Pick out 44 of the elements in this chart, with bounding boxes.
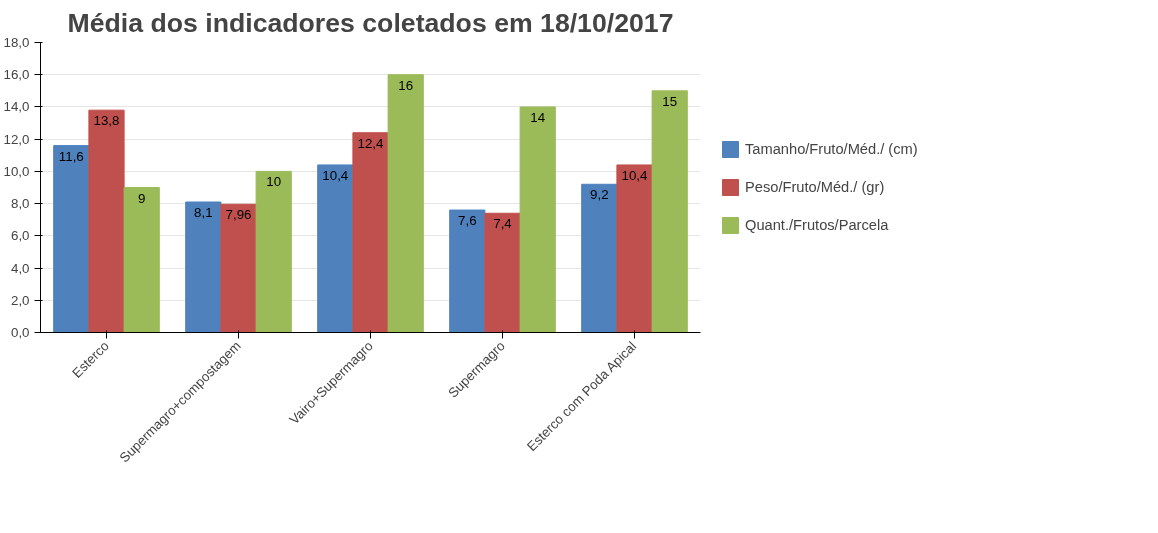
data-label: 7,6: [458, 213, 477, 229]
bar: [185, 201, 222, 333]
data-label: 13,8: [93, 113, 120, 129]
data-label: 15: [662, 93, 678, 109]
y-tick-label: 10,0: [3, 163, 30, 179]
bar: [651, 90, 688, 333]
legend-label: Peso/Fruto/Méd./ (gr): [745, 179, 885, 195]
legend-label: Tamanho/Fruto/Méd./ (cm): [745, 141, 918, 157]
chart-title: Média dos indicadores coletados em 18/10/2017: [67, 7, 674, 38]
legend-label: Quant./Frutos/Parcela: [745, 217, 889, 233]
bar: [387, 74, 424, 333]
data-label: 7,96: [225, 207, 252, 223]
bar: [255, 170, 292, 333]
data-label: 10,4: [322, 167, 349, 183]
data-label: 12,4: [357, 135, 385, 151]
data-label: 10,4: [621, 167, 649, 183]
data-label: 9: [137, 190, 146, 206]
bar: [53, 145, 90, 333]
y-tick-label: 2,0: [10, 292, 30, 308]
bar: [581, 183, 618, 333]
y-tick-label: 16,0: [3, 67, 30, 83]
data-label: 16: [398, 77, 414, 93]
y-tick-label: 4,0: [10, 260, 30, 276]
bar: [449, 209, 486, 333]
data-label: 10: [266, 174, 282, 190]
data-label: 9,2: [590, 187, 609, 203]
y-tick-label: 18,0: [3, 35, 30, 50]
y-tick-label: 14,0: [3, 99, 30, 115]
bar: [88, 109, 125, 333]
data-label: 7,4: [493, 216, 513, 232]
y-tick-label: 8,0: [10, 196, 30, 212]
y-tick-label: 0,0: [10, 325, 30, 340]
bar: [352, 132, 389, 333]
bar: [484, 212, 521, 333]
bar: [616, 164, 653, 333]
bar: [220, 203, 257, 333]
bar: [519, 106, 556, 333]
data-label: 8,1: [194, 205, 213, 220]
data-label: 11,6: [58, 148, 84, 164]
y-tick-label: 6,0: [10, 228, 30, 244]
bar: [123, 187, 160, 333]
data-label: 14: [530, 109, 546, 125]
bar: [317, 164, 354, 333]
y-tick-label: 12,0: [3, 131, 30, 147]
